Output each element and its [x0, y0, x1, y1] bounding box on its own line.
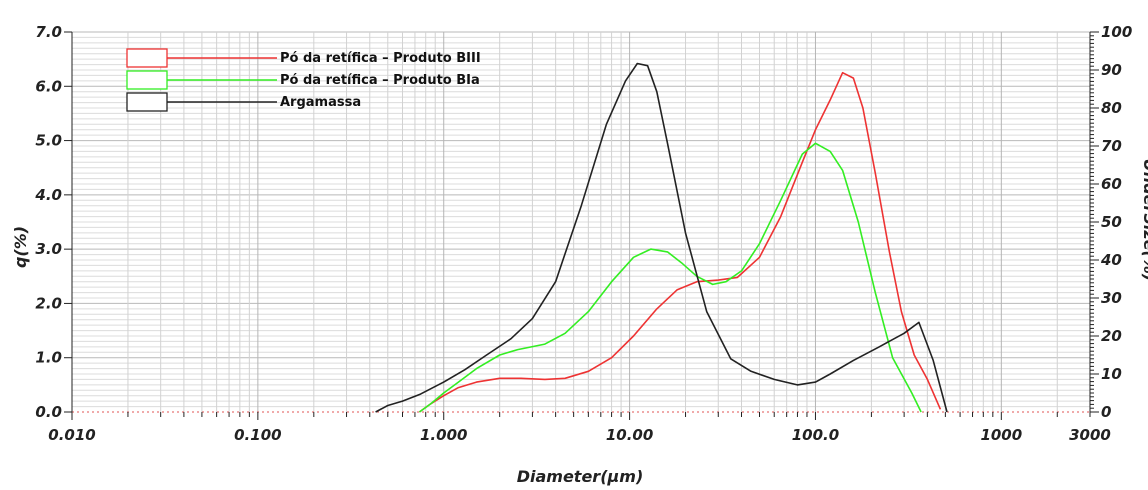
y2-axis-title: UnderSize(%)	[1140, 159, 1148, 281]
legend-swatch-3	[126, 92, 168, 112]
x-tick-label: 3000	[1069, 426, 1111, 444]
y-axis-title: q(%)	[11, 226, 30, 268]
y2-tick-label: 60	[1101, 175, 1122, 193]
axes	[64, 31, 1099, 420]
x-axis-title: Diameter(µm)	[517, 467, 644, 486]
x-tick-label: 0.100	[234, 426, 281, 444]
series-line-1	[418, 71, 942, 413]
y-tick-label: 7.0	[35, 23, 62, 41]
y-tick-label: 4.0	[34, 186, 62, 204]
y-tick-label: 5.0	[35, 132, 62, 150]
legend-label-3: Argamassa	[280, 95, 361, 110]
x-tick-label: 100.0	[792, 426, 839, 444]
legend-swatch-1	[126, 48, 168, 68]
legend-label-1: Pó da retífica – Produto BIII	[280, 51, 481, 66]
y2-tick-label: 20	[1101, 327, 1122, 345]
y-tick-label: 0.0	[35, 403, 62, 421]
y-tick-label: 1.0	[35, 349, 62, 367]
series-line-2	[418, 142, 922, 413]
legend-label-2: Pó da retífica – Produto BIa	[280, 73, 480, 88]
x-tick-label: 1000	[980, 426, 1022, 444]
y2-tick-label: 30	[1101, 289, 1122, 307]
x-tick-label: 1.000	[420, 426, 467, 444]
x-tick-label: 0.010	[48, 426, 95, 444]
y-tick-label: 6.0	[35, 77, 62, 95]
tick-labels: 0.010 0.100 1.000 10.00 100.0 1000 30000.01.02…	[34, 23, 1132, 444]
grid	[71, 31, 1091, 412]
y-tick-label: 3.0	[35, 240, 62, 258]
legend: Pó da retífica – Produto BIII Pó da retíf…	[126, 48, 481, 112]
y2-tick-label: 0	[1101, 403, 1111, 421]
y2-tick-label: 40	[1100, 251, 1122, 269]
x-tick-label: 10.00	[606, 426, 653, 444]
y2-tick-label: 50	[1101, 213, 1122, 231]
y2-tick-label: 70	[1101, 137, 1122, 155]
y2-tick-label: 100	[1101, 23, 1132, 41]
y2-tick-label: 90	[1101, 61, 1122, 79]
y-tick-label: 2.0	[35, 294, 62, 312]
y2-tick-label: 80	[1101, 99, 1122, 117]
series-lines	[375, 62, 948, 413]
series-line-3	[375, 62, 948, 413]
y2-tick-label: 10	[1101, 365, 1122, 383]
legend-swatch-2	[126, 70, 168, 90]
